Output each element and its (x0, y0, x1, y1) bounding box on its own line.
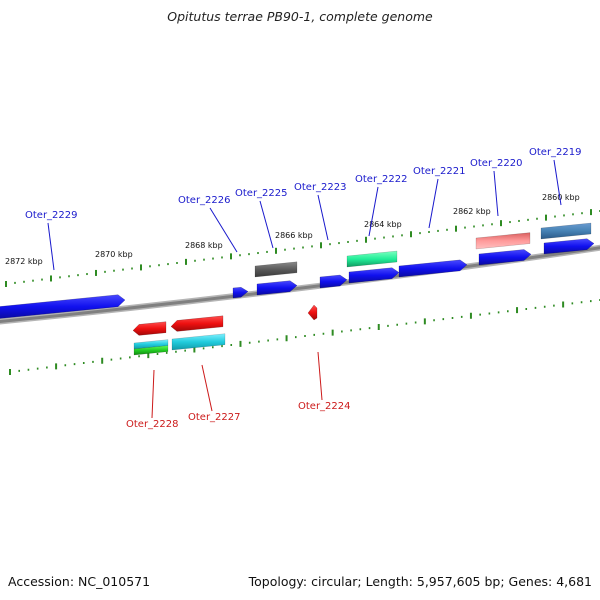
reverse-gene-arrow (307, 304, 318, 321)
accession-label: Accession: NC_010571 (8, 574, 151, 589)
gene-label[interactable]: Oter_2219 (529, 147, 582, 158)
scale-label: 2860 kbp (542, 193, 580, 202)
forward-gene-arrow (478, 249, 532, 266)
gene-label[interactable]: Oter_2221 (413, 166, 466, 177)
gene-leader-line (368, 186, 379, 237)
scale-label: 2864 kbp (364, 220, 402, 229)
reverse-gene-arrow (132, 321, 167, 336)
gene-leader-line (201, 364, 213, 412)
gene-leader-line (317, 351, 323, 401)
feature-block (254, 261, 298, 278)
feature-block (540, 222, 592, 240)
gene-label[interactable]: Oter_2224 (298, 401, 351, 412)
gene-leader-line (428, 178, 439, 229)
gene-leader-line (47, 222, 55, 271)
forward-gene-arrow (319, 274, 348, 289)
feature-block (475, 232, 531, 250)
feature-block (171, 333, 226, 351)
gene-leader-line (317, 194, 329, 241)
gene-leader-line (151, 369, 155, 419)
gene-label[interactable]: Oter_2225 (235, 188, 288, 199)
feature-block (346, 250, 398, 268)
scale-label: 2872 kbp (5, 257, 43, 266)
scale-label: 2868 kbp (185, 241, 223, 250)
genome-summary: Topology: circular; Length: 5,957,605 bp… (248, 574, 592, 589)
gene-label[interactable]: Oter_2228 (126, 419, 179, 430)
scale-label: 2866 kbp (275, 231, 313, 240)
scale-label: 2870 kbp (95, 250, 133, 259)
gene-label[interactable]: Oter_2223 (294, 182, 347, 193)
gene-leader-line (553, 159, 562, 206)
gene-label[interactable]: Oter_2227 (188, 412, 241, 423)
gene-leader-line (209, 207, 238, 253)
forward-gene-arrow (232, 286, 249, 299)
gene-label[interactable]: Oter_2222 (355, 174, 408, 185)
gene-leader-line (493, 170, 499, 217)
scale-label: 2862 kbp (453, 207, 491, 216)
forward-gene-arrow (256, 280, 298, 296)
feature-block (133, 345, 169, 356)
page-title: Opitutus terrae PB90-1, complete genome (167, 9, 433, 24)
gene-leader-line (259, 200, 274, 249)
forward-gene-arrow (0, 294, 126, 319)
forward-gene-arrow (398, 259, 468, 278)
reverse-gene-arrow (170, 315, 224, 332)
gene-label[interactable]: Oter_2220 (470, 158, 523, 169)
gene-label[interactable]: Oter_2229 (25, 210, 78, 221)
gene-label[interactable]: Oter_2226 (178, 195, 231, 206)
forward-gene-arrow (348, 267, 400, 284)
forward-gene-arrow (543, 238, 595, 255)
